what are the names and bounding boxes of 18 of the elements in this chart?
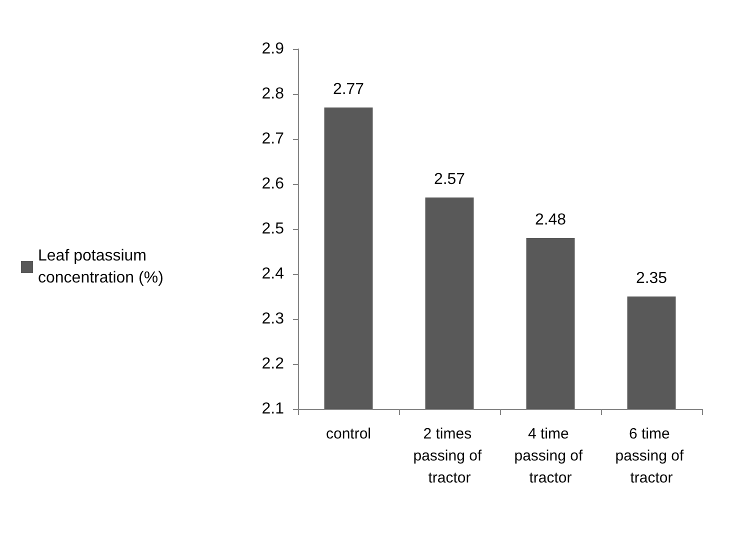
y-tick-label: 2.1: [262, 400, 284, 418]
legend-label: Leaf potassium concentration (%): [38, 248, 164, 286]
data-label: 2.77: [332, 81, 364, 98]
y-tick-label: 2.4: [262, 266, 284, 282]
data-label: 2.57: [434, 171, 466, 188]
y-tick-label: 2.8: [262, 86, 284, 102]
x-tick-label: 2 times passing of tractor: [413, 426, 486, 486]
y-tick-label: 2.5: [262, 220, 284, 238]
x-tick-label: control: [326, 426, 372, 442]
y-tick-label: 2.9: [262, 40, 284, 58]
y-tick-label: 2.3: [262, 310, 284, 328]
y-tick-label: 2.2: [262, 356, 284, 372]
data-label: 2.35: [636, 270, 668, 287]
x-tick-label: 4 time passing of tractor: [514, 426, 587, 486]
data-label: 2.48: [534, 212, 566, 228]
x-tick-label: 6 time passing of tractor: [615, 426, 688, 486]
y-tick-label: 2.6: [262, 176, 284, 192]
y-tick-label: 2.7: [262, 130, 284, 148]
